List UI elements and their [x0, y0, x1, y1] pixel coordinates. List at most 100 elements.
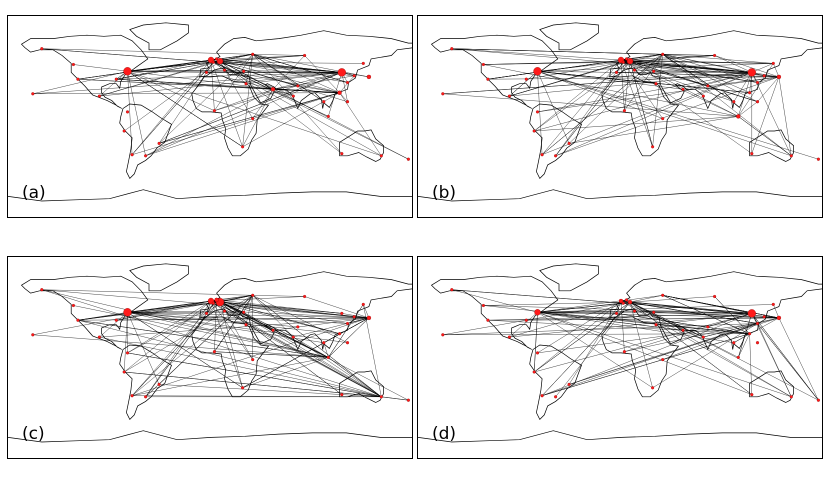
coastline [191, 316, 270, 398]
network-edge [243, 295, 253, 313]
network-node [486, 318, 490, 322]
network-edge [214, 295, 253, 352]
network-node [661, 358, 665, 362]
network-edge [662, 54, 734, 102]
panel-label-b: (b) [432, 183, 457, 203]
network-node [406, 157, 410, 161]
network-edge [537, 312, 752, 395]
network-edge [773, 304, 780, 318]
network-edge [127, 71, 133, 155]
network-node [762, 74, 766, 78]
network-edge [509, 313, 752, 338]
network-edge [41, 48, 253, 55]
network-node [625, 298, 629, 302]
network-edge [116, 72, 342, 80]
network-node [713, 53, 717, 58]
network-edge [127, 312, 348, 343]
network-edge [252, 54, 324, 102]
network-node [789, 395, 793, 399]
network-node [345, 321, 350, 326]
network-node [241, 145, 245, 149]
network-node [340, 152, 344, 156]
network-node [340, 311, 344, 315]
network-edge [537, 71, 663, 119]
network-edge [116, 59, 212, 80]
network-edge [537, 300, 622, 354]
network-edge [99, 317, 369, 338]
network-edge [159, 92, 340, 144]
network-node [322, 341, 326, 345]
network-edge [363, 304, 370, 318]
antarctica-coastline [8, 189, 412, 202]
network-edge [751, 313, 819, 401]
network-node [534, 309, 541, 316]
network-edge [555, 72, 752, 157]
network-edge [738, 313, 753, 358]
coastline [529, 103, 582, 179]
network-edge [714, 55, 779, 78]
network-edge [347, 317, 369, 324]
network-edge [442, 93, 739, 117]
network-edge [245, 295, 253, 325]
network-node [661, 293, 665, 297]
network-edge [442, 301, 631, 336]
network-edge [537, 71, 684, 90]
network-edge [131, 295, 253, 396]
network-edge [116, 60, 221, 80]
network-node [215, 57, 219, 61]
network-edge [537, 312, 684, 331]
network-edge [252, 54, 298, 87]
network-edge [634, 54, 663, 71]
network-edge [131, 301, 221, 396]
network-edge [738, 116, 792, 156]
network-edge [131, 62, 214, 155]
coastline [339, 129, 384, 162]
network-node [661, 117, 665, 121]
network-edge [620, 300, 704, 338]
network-edge [555, 301, 631, 397]
map-panel-d: (d) [417, 256, 823, 459]
network-edge [116, 295, 253, 321]
network-edge [487, 76, 779, 80]
network-node [450, 47, 454, 51]
network-edge [339, 75, 355, 93]
network-node [614, 311, 619, 315]
network-node [222, 309, 227, 313]
network-node [130, 394, 134, 398]
network-edge [623, 61, 752, 73]
network-node [361, 302, 365, 306]
network-edge [738, 72, 753, 117]
network-edge [210, 300, 253, 360]
network-edge [487, 319, 750, 334]
network-edge [568, 300, 622, 385]
network-edge [624, 54, 663, 111]
network-edge [442, 72, 752, 95]
network-edge [99, 72, 342, 97]
network-edge [77, 319, 329, 358]
network-node [211, 60, 215, 64]
network-node [755, 341, 760, 345]
coastline [20, 275, 149, 350]
network-edge [245, 324, 382, 397]
network-edge [534, 313, 752, 373]
network-edge [99, 336, 382, 398]
network-node [212, 109, 216, 113]
network-edge [778, 76, 792, 156]
network-edge [616, 313, 750, 334]
network-node [776, 315, 782, 321]
map-svg-b [418, 22, 822, 202]
network-node [352, 74, 356, 78]
network-node [337, 90, 342, 95]
network-edge [41, 289, 382, 398]
network-node [486, 77, 490, 81]
network-edge [219, 301, 348, 324]
coastline [191, 75, 270, 157]
network-edge [555, 60, 631, 156]
network-edge [620, 59, 653, 147]
network-edge [252, 295, 348, 343]
network-node [524, 318, 528, 322]
network-node [340, 393, 344, 397]
network-edge [132, 357, 329, 396]
network-edge [537, 304, 774, 313]
network-node [771, 302, 775, 306]
